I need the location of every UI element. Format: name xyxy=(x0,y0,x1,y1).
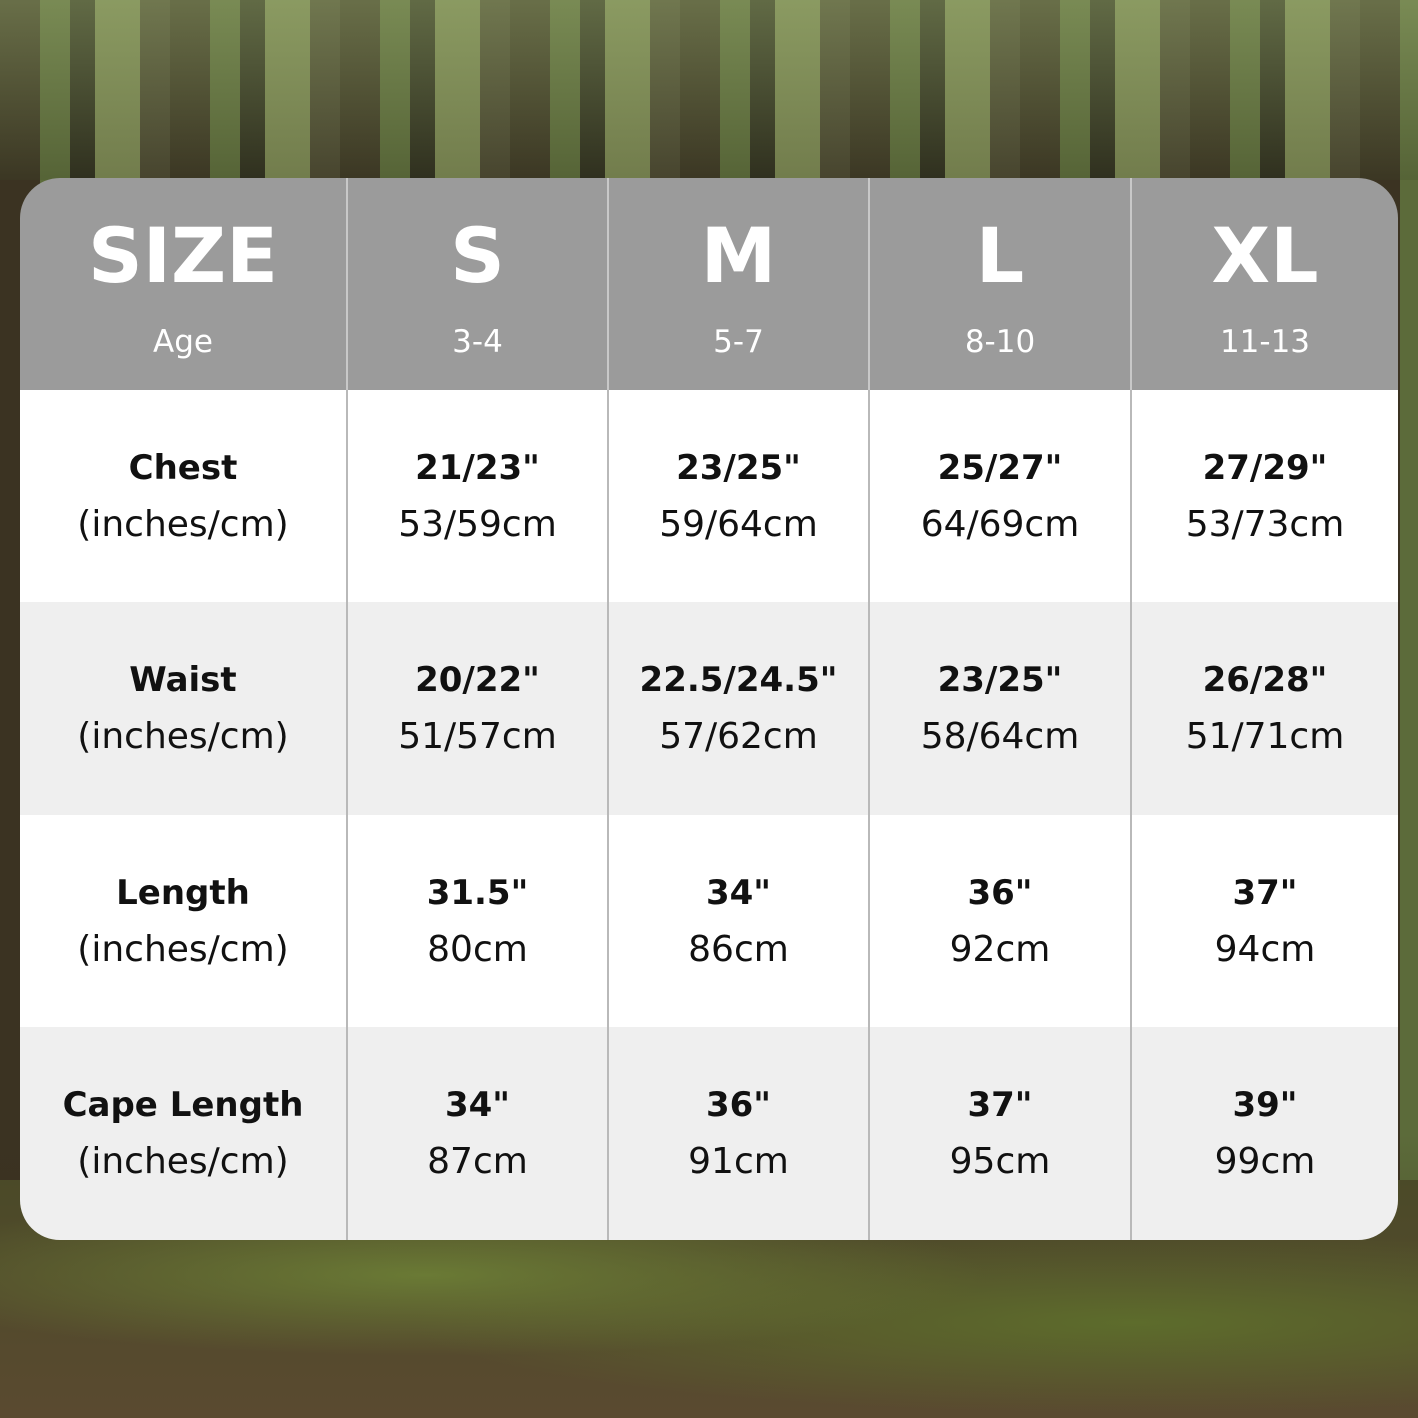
size-heading: SIZE xyxy=(87,211,279,300)
row-label-cell: Waist (inches/cm) xyxy=(20,602,346,815)
measurement-label: Cape Length xyxy=(62,1085,304,1125)
size-age: 5-7 xyxy=(713,324,764,360)
value-cm: 91cm xyxy=(688,1141,789,1182)
size-name: XL xyxy=(1211,211,1319,300)
value-cm: 53/59cm xyxy=(398,503,557,545)
size-age: 8-10 xyxy=(964,324,1036,360)
table-cell: 31.5" 80cm xyxy=(346,815,607,1027)
value-cm: 58/64cm xyxy=(920,716,1080,757)
measurement-unit: (inches/cm) xyxy=(77,1141,289,1182)
value-cm: 51/57cm xyxy=(398,716,557,757)
measurement-unit: (inches/cm) xyxy=(77,503,289,545)
table-cell: 37" 94cm xyxy=(1130,815,1398,1027)
table-cell: 23/25" 58/64cm xyxy=(868,602,1130,815)
header-size-m: M 5-7 xyxy=(607,178,868,390)
table-cell: 20/22" 51/57cm xyxy=(346,602,607,815)
value-cm: 64/69cm xyxy=(920,503,1080,545)
measurement-unit: (inches/cm) xyxy=(77,928,289,970)
row-label-cell: Length (inches/cm) xyxy=(20,815,346,1027)
value-inches: 26/28" xyxy=(1202,660,1328,700)
value-inches: 23/25" xyxy=(937,660,1063,700)
header-size-cell: SIZE Age xyxy=(20,178,346,390)
value-cm: 87cm xyxy=(427,1141,528,1182)
value-inches: 22.5/24.5" xyxy=(639,660,838,700)
value-inches: 36" xyxy=(967,872,1033,913)
value-inches: 20/22" xyxy=(415,660,540,700)
value-cm: 80cm xyxy=(427,928,528,970)
table-cell: 27/29" 53/73cm xyxy=(1130,390,1398,602)
value-inches: 36" xyxy=(705,1085,772,1125)
value-cm: 86cm xyxy=(688,928,789,970)
size-age: 11-13 xyxy=(1219,324,1311,360)
value-inches: 39" xyxy=(1232,1085,1298,1125)
value-inches: 25/27" xyxy=(937,447,1063,488)
row-label-cell: Chest (inches/cm) xyxy=(20,390,346,602)
value-cm: 57/62cm xyxy=(659,716,818,757)
value-cm: 99cm xyxy=(1214,1141,1316,1182)
measurement-unit: (inches/cm) xyxy=(77,716,289,757)
value-cm: 51/71cm xyxy=(1185,716,1345,757)
measurement-label: Length xyxy=(116,872,250,913)
header-size-xl: XL 11-13 xyxy=(1130,178,1398,390)
size-chart-table: SIZE Age S 3-4 M 5-7 L 8-10 XL 11-13 Chest (inche… xyxy=(20,178,1398,1240)
table-cell: 23/25" 59/64cm xyxy=(607,390,868,602)
size-name: M xyxy=(700,211,777,300)
measurement-label: Waist xyxy=(129,660,237,700)
size-name: L xyxy=(975,211,1025,300)
header-size-s: S 3-4 xyxy=(346,178,607,390)
table-cell: 39" 99cm xyxy=(1130,1027,1398,1240)
value-inches: 23/25" xyxy=(676,447,801,488)
value-inches: 21/23" xyxy=(415,447,540,488)
table-cell: 37" 95cm xyxy=(868,1027,1130,1240)
value-inches: 34" xyxy=(444,1085,511,1125)
table-cell: 26/28" 51/71cm xyxy=(1130,602,1398,815)
table-cell: 34" 87cm xyxy=(346,1027,607,1240)
value-cm: 95cm xyxy=(949,1141,1051,1182)
value-inches: 37" xyxy=(1232,872,1298,913)
value-cm: 94cm xyxy=(1214,928,1316,970)
measurement-label: Chest xyxy=(128,447,238,488)
table-cell: 25/27" 64/69cm xyxy=(868,390,1130,602)
value-inches: 34" xyxy=(705,872,772,913)
table-cell: 21/23" 53/59cm xyxy=(346,390,607,602)
table-cell: 34" 86cm xyxy=(607,815,868,1027)
value-inches: 37" xyxy=(967,1085,1033,1125)
table-cell: 22.5/24.5" 57/62cm xyxy=(607,602,868,815)
value-cm: 53/73cm xyxy=(1185,503,1345,545)
value-cm: 59/64cm xyxy=(659,503,818,545)
age-heading: Age xyxy=(153,324,213,360)
table-cell: 36" 92cm xyxy=(868,815,1130,1027)
value-inches: 31.5" xyxy=(426,872,529,913)
row-label-cell: Cape Length (inches/cm) xyxy=(20,1027,346,1240)
value-cm: 92cm xyxy=(949,928,1051,970)
header-size-l: L 8-10 xyxy=(868,178,1130,390)
size-name: S xyxy=(450,211,505,300)
forest-background-canopy xyxy=(0,0,1418,180)
value-inches: 27/29" xyxy=(1202,447,1328,488)
size-age: 3-4 xyxy=(452,324,503,360)
table-cell: 36" 91cm xyxy=(607,1027,868,1240)
